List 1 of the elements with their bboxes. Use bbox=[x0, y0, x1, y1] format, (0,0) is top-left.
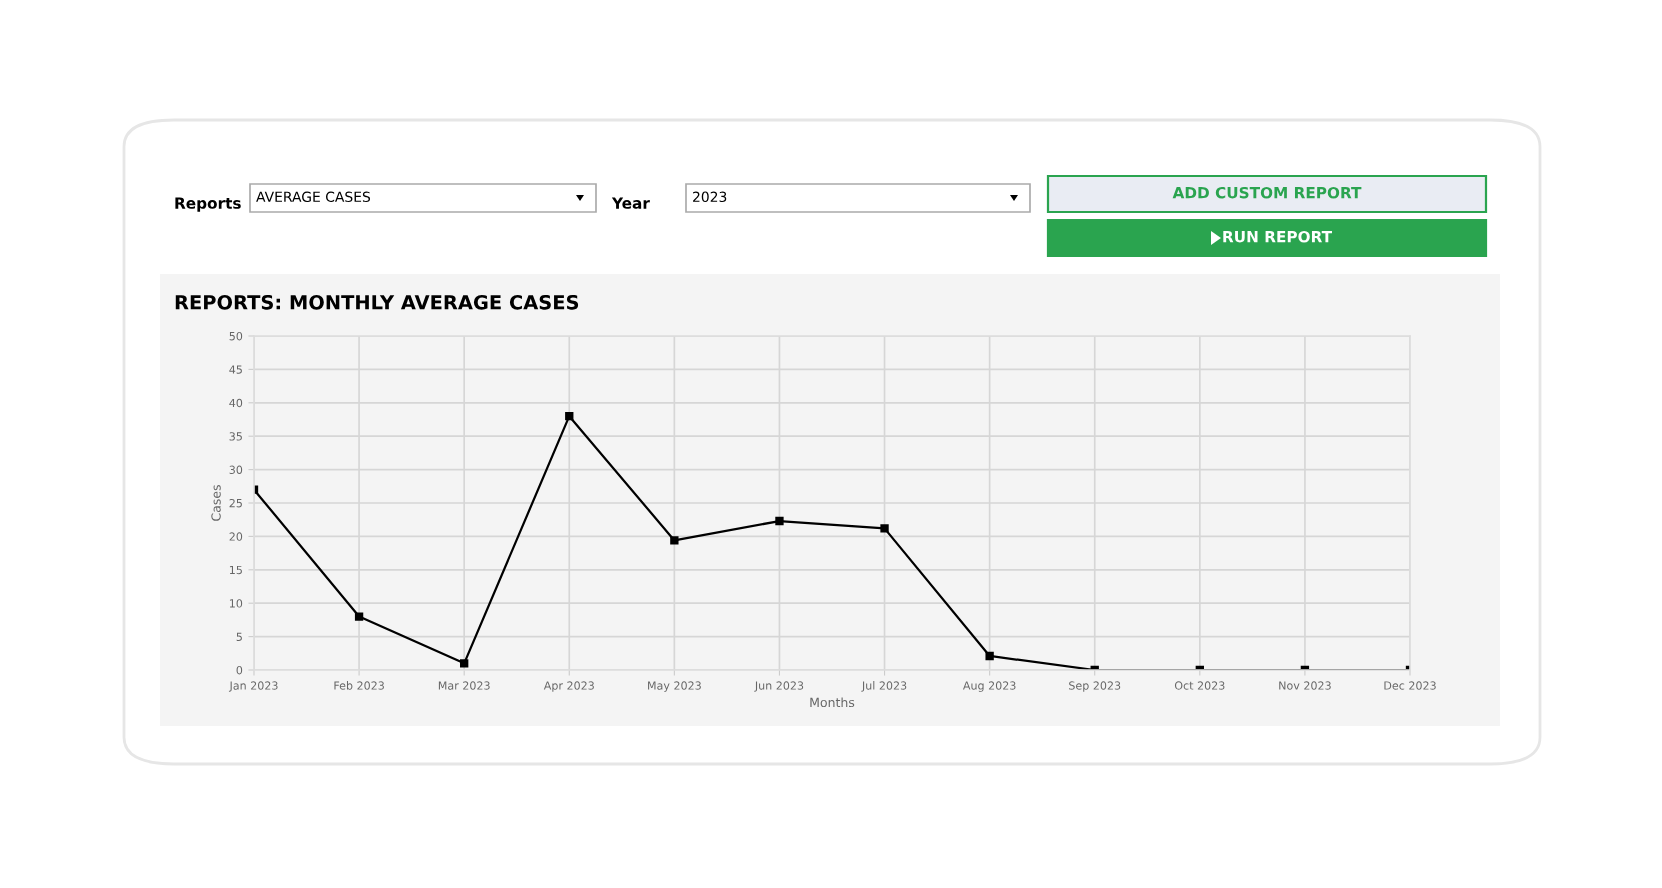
chart-title: REPORTS: MONTHLY AVERAGE CASES bbox=[175, 294, 579, 310]
